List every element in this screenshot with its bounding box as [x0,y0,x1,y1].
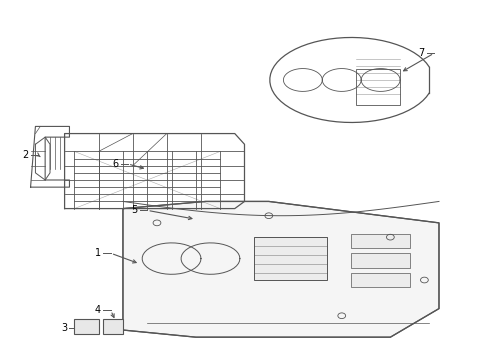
Bar [356,69,399,105]
Bar [74,319,99,334]
Text: 6: 6 [112,159,118,169]
Bar [351,253,409,267]
Text: 5: 5 [131,205,137,215]
Bar [351,273,409,287]
Polygon shape [122,202,438,337]
Bar [103,319,122,334]
Text: 4: 4 [95,305,101,315]
Text: 7: 7 [417,48,424,58]
Bar [351,234,409,248]
Bar [254,237,326,280]
Text: 3: 3 [61,323,67,333]
Text: 1: 1 [95,248,101,258]
Text: 2: 2 [22,150,28,160]
